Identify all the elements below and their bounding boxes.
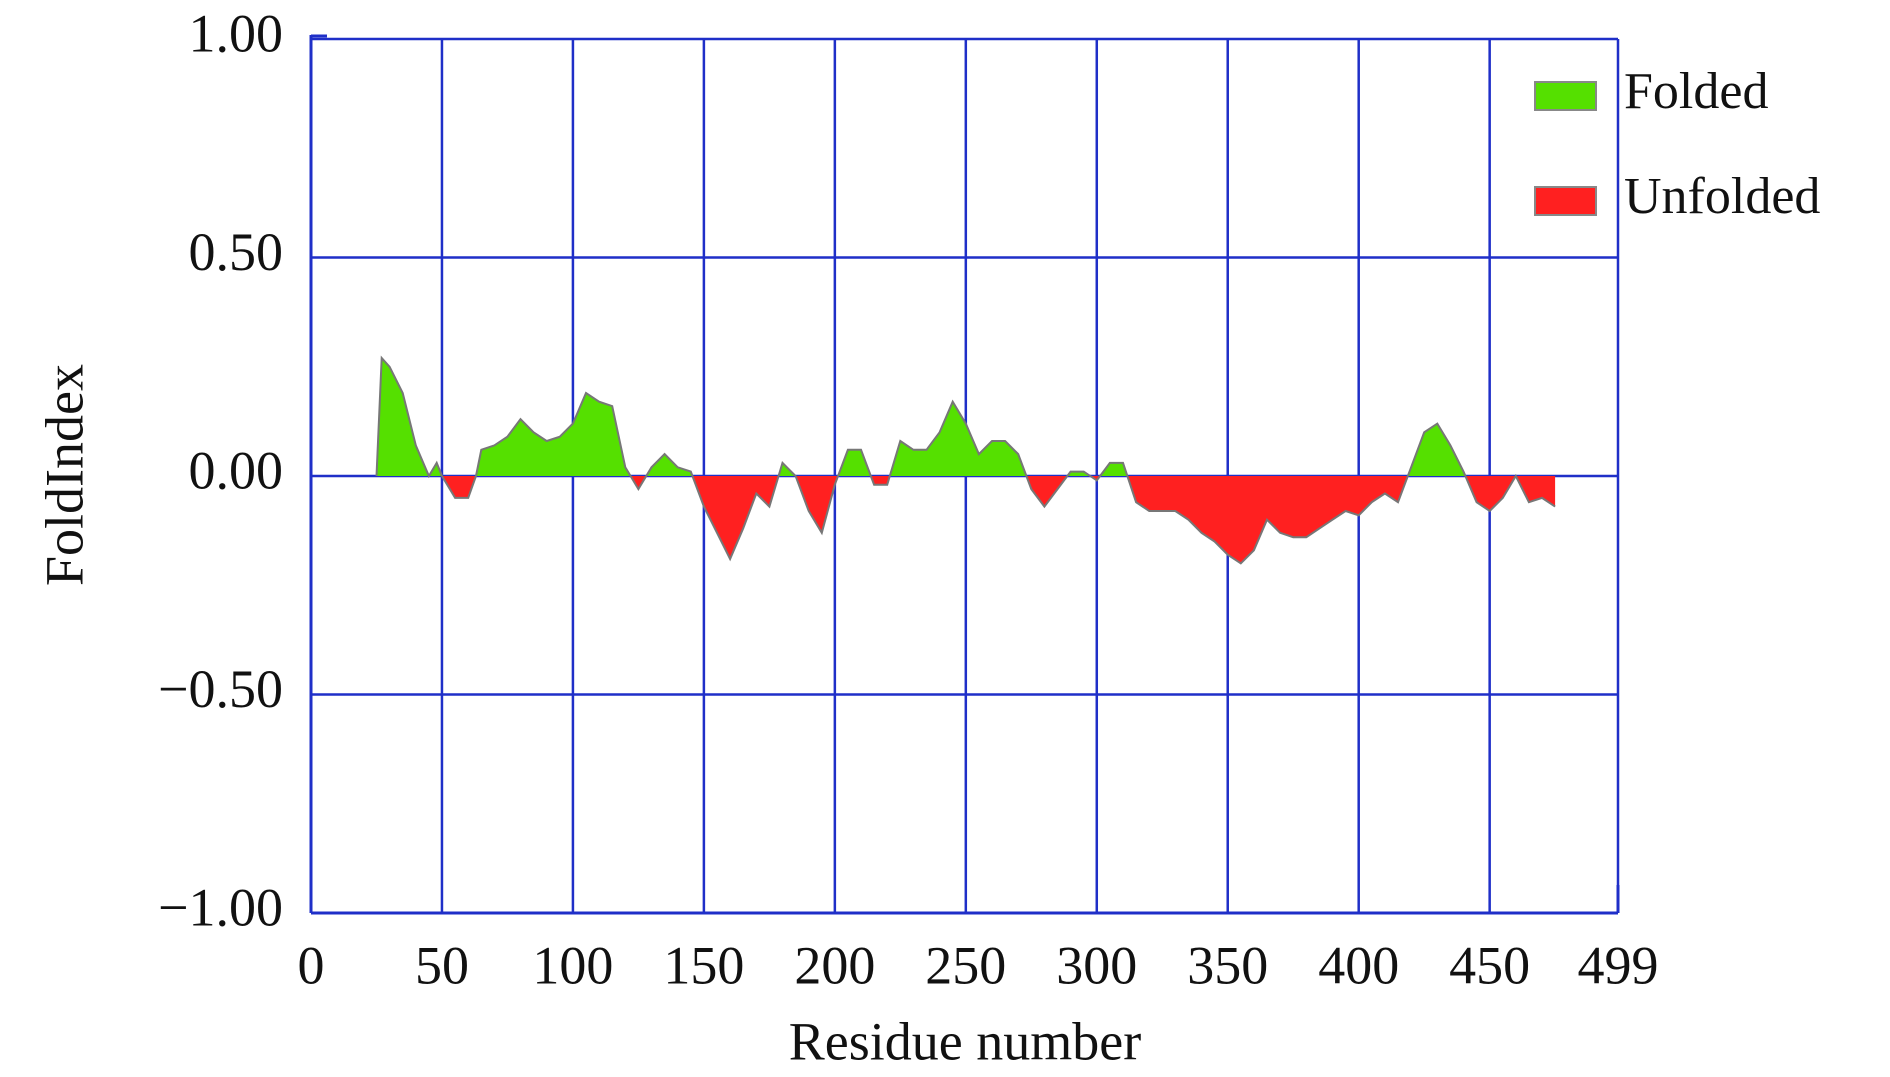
area-outline	[375, 355, 1556, 565]
y-axis-title: FoldIndex	[34, 364, 94, 586]
x-tick-label: 350	[1187, 935, 1268, 995]
x-tick-label: 200	[794, 935, 875, 995]
area-unfolded	[376, 476, 1556, 564]
x-tick-label: 499	[1578, 935, 1659, 995]
legend-label: Folded	[1624, 63, 1768, 120]
x-tick-label: 400	[1318, 935, 1399, 995]
x-tick-label: 50	[415, 935, 469, 995]
x-tick-label: 300	[1056, 935, 1137, 995]
x-axis-title: Residue number	[789, 1011, 1141, 1071]
y-tick-label: 0.50	[189, 222, 284, 282]
x-tick-label: 450	[1449, 935, 1530, 995]
x-tick-label: 250	[925, 935, 1006, 995]
legend-swatch	[1534, 186, 1597, 216]
x-tick-label: 0	[298, 935, 325, 995]
legend-swatch	[1534, 81, 1597, 111]
legend-label: Unfolded	[1624, 168, 1820, 225]
y-tick-label: −0.50	[158, 659, 283, 719]
y-tick-label: 0.00	[189, 440, 284, 500]
x-tick-label: 150	[663, 935, 744, 995]
y-tick-label: −1.00	[158, 877, 283, 937]
area-folded	[376, 358, 1556, 476]
y-tick-label: 1.00	[189, 3, 284, 63]
x-tick-label: 100	[532, 935, 613, 995]
